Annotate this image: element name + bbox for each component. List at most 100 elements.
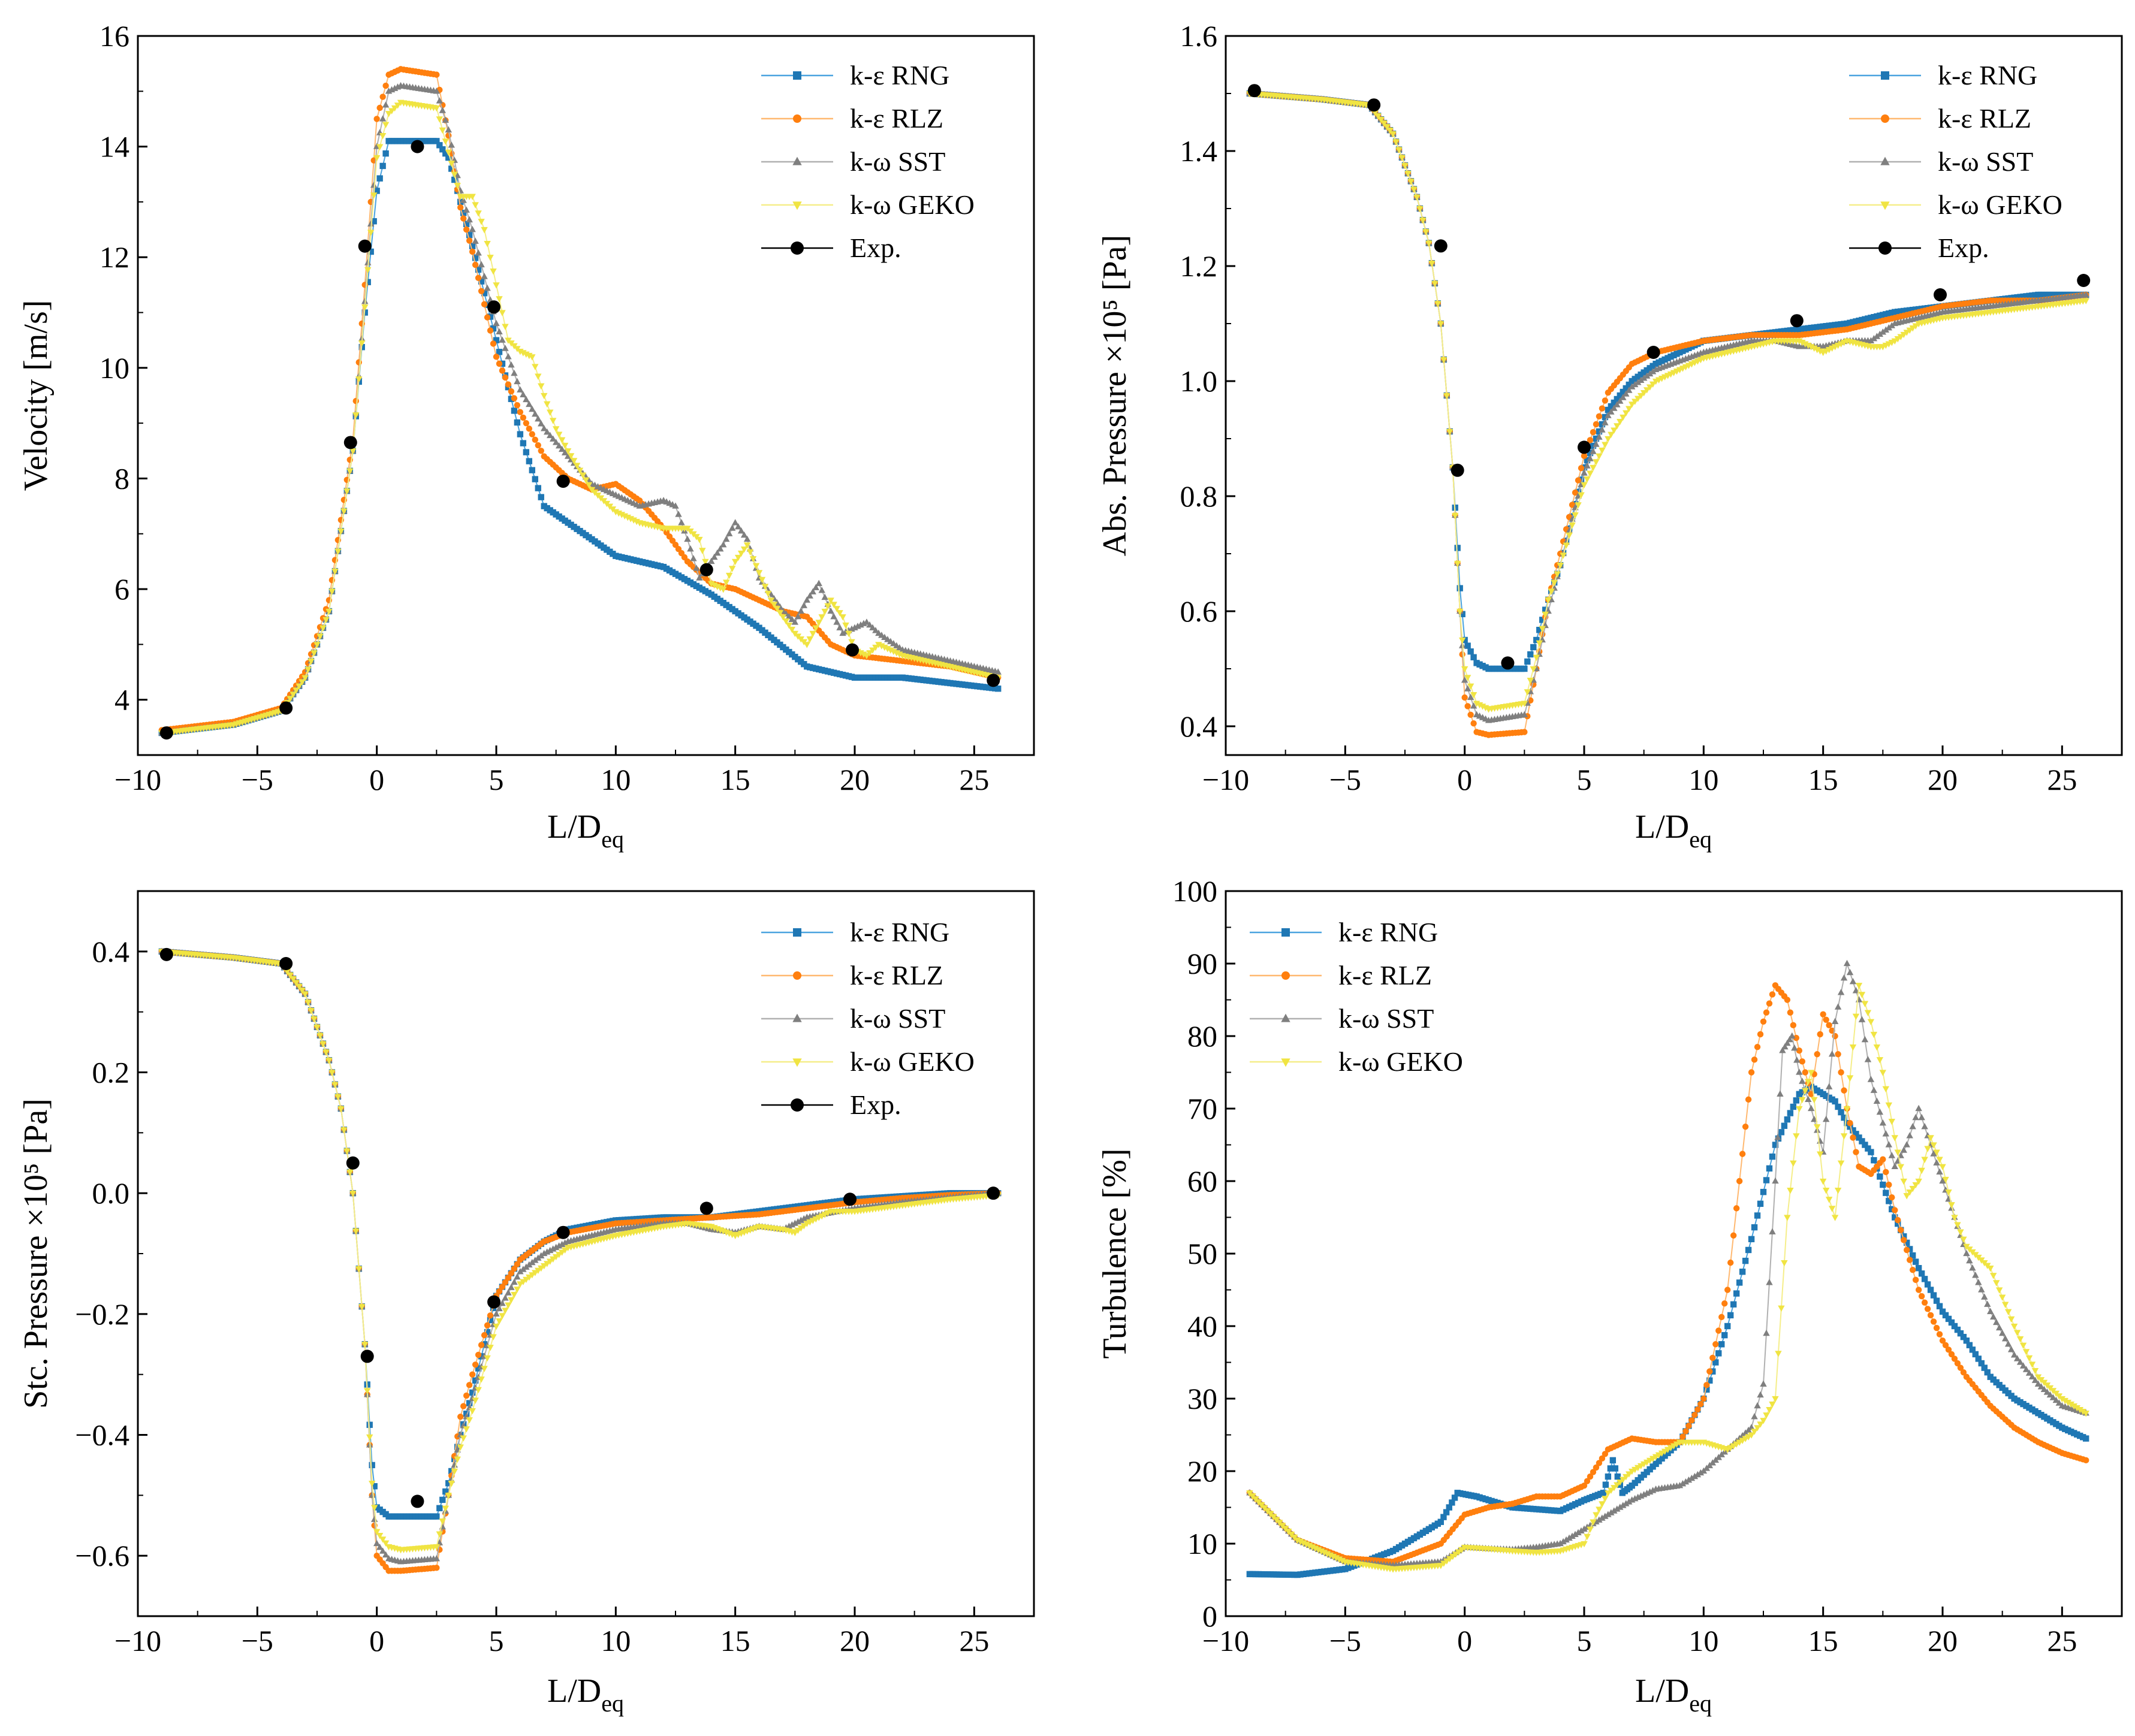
data-point: [502, 374, 509, 381]
data-point: [1816, 1137, 1824, 1144]
data-point: [442, 138, 450, 145]
data-point: [776, 610, 784, 617]
data-point: [1969, 1346, 1976, 1353]
data-point: [1945, 1189, 1952, 1196]
data-point: [1840, 1133, 1848, 1140]
data-point: [1727, 1312, 1734, 1319]
legend-entry: k-ε RNG: [1849, 60, 2037, 90]
data-point: [1772, 1396, 1779, 1403]
data-point: [463, 221, 470, 228]
data-point: [1637, 376, 1645, 383]
data-point: [364, 279, 371, 285]
legend-entry: Exp.: [761, 1089, 901, 1120]
data-point: [2037, 1383, 2045, 1390]
data-point: [490, 340, 497, 347]
y-tick-label: 10: [99, 351, 129, 385]
data-point: [1548, 588, 1555, 595]
data-point: [451, 171, 458, 179]
data-point: [538, 383, 545, 390]
data-point: [1909, 1185, 1916, 1192]
data-point: [1428, 261, 1436, 267]
data-point: [1617, 397, 1624, 404]
data-point: [1841, 1087, 1847, 1094]
data-point: [448, 1468, 455, 1475]
data-point: [466, 232, 473, 238]
data-point: [1873, 1097, 1881, 1104]
data-point: [292, 980, 300, 986]
data-point: [298, 679, 306, 686]
data-point: [1951, 1355, 1958, 1362]
data-point: [1521, 711, 1528, 717]
data-point: [523, 449, 530, 455]
data-point: [1620, 1477, 1627, 1483]
data-point: [313, 1024, 321, 1031]
data-point: [436, 116, 444, 123]
y-tick-label: 0.0: [92, 1176, 130, 1210]
data-point: [1712, 1341, 1719, 1348]
data-point: [1826, 1022, 1832, 1029]
data-point: [1877, 1173, 1883, 1180]
data-point: [523, 419, 530, 427]
data-point: [535, 1254, 542, 1261]
data-point: [561, 442, 569, 449]
data-point: [514, 378, 521, 385]
data-point: [1799, 1058, 1805, 1065]
data-point: [758, 576, 766, 584]
data-point: [445, 1493, 452, 1499]
data-point: [538, 494, 544, 500]
series-line: [161, 950, 999, 1517]
data-point: [546, 431, 554, 439]
data-point: [1596, 1516, 1603, 1523]
data-point: [290, 976, 297, 983]
data-point: [543, 428, 551, 435]
data-point: [1984, 1300, 1991, 1307]
data-point: [475, 1365, 482, 1372]
data-point: [532, 410, 539, 417]
x-tick-label: 25: [2047, 763, 2077, 796]
data-point: [484, 314, 491, 321]
data-point: [472, 1397, 479, 1404]
data-point: [529, 1258, 536, 1266]
data-point: [541, 393, 548, 400]
x-tick-label: 5: [489, 1624, 504, 1657]
data-point: [1413, 194, 1421, 201]
data-point: [815, 620, 822, 626]
data-point: [1539, 626, 1546, 633]
data-point: [463, 226, 470, 233]
series-layer: [1246, 84, 2091, 738]
data-point: [1873, 1044, 1881, 1051]
data-point: [517, 1268, 524, 1275]
data-point: [523, 395, 530, 403]
data-point: [1904, 1239, 1910, 1246]
data-point: [1751, 1429, 1758, 1435]
data-point: [555, 442, 563, 449]
series-line: [161, 950, 999, 1572]
legend-entry: k-ω GEKO: [761, 1046, 975, 1077]
data-point: [352, 398, 359, 404]
data-point: [493, 337, 500, 343]
data-point: [1600, 1490, 1607, 1496]
panel-stc-pressure: −10 −5 0 5 10 15 20 25 −0.6−0.4−0.20.00.20.4 St…: [17, 890, 1035, 1717]
data-point: [1446, 428, 1454, 436]
data-point: [1742, 1257, 1749, 1264]
data-point: [529, 467, 535, 473]
data-point: [1774, 1134, 1781, 1140]
data-point: [442, 1488, 449, 1495]
data-point: [304, 666, 312, 674]
data-point: [541, 425, 548, 431]
data-point: [532, 364, 539, 370]
data-point: [1805, 1079, 1812, 1085]
data-point: [740, 546, 748, 553]
data-point: [1446, 1504, 1452, 1511]
data-point: [2001, 1302, 2009, 1308]
data-point: [298, 987, 306, 994]
data-point: [499, 1284, 506, 1290]
data-point: [1614, 423, 1621, 430]
data-point: [490, 268, 497, 275]
data-point: [1906, 1189, 1913, 1196]
data-point: [382, 1540, 390, 1547]
plot-frame: [137, 890, 1035, 1617]
data-point: [1972, 1272, 1979, 1278]
data-point: [367, 248, 374, 255]
